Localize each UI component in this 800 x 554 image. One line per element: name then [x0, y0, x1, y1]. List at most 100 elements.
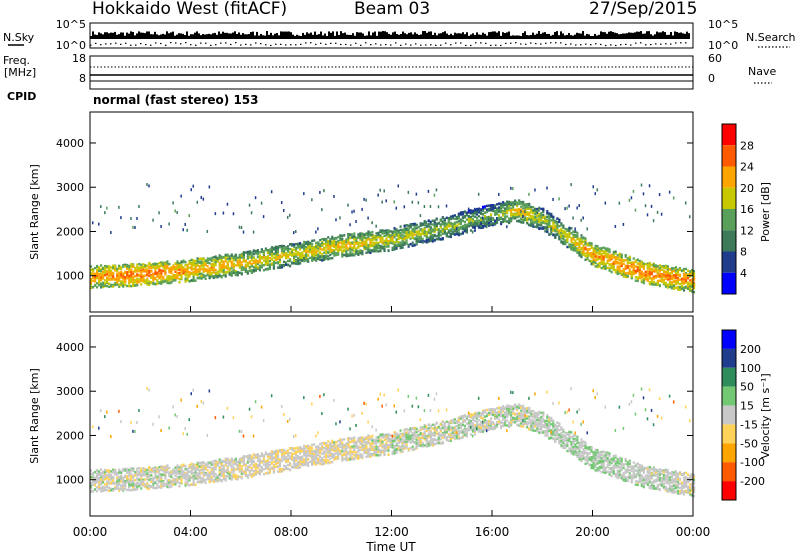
power-cell — [160, 274, 163, 277]
power-cell — [524, 216, 527, 219]
power-cell — [242, 230, 245, 234]
power-cell — [516, 216, 519, 219]
power-cell — [154, 277, 157, 281]
power-cell — [431, 237, 434, 240]
power-cell — [612, 260, 615, 264]
power-cell — [536, 225, 539, 229]
power-cell — [461, 219, 464, 223]
power-cell — [182, 260, 185, 264]
power-cell — [116, 276, 119, 279]
power-cell — [534, 188, 536, 192]
noise-sky-sample — [440, 33, 442, 39]
power-cell — [361, 244, 364, 247]
power-cell — [168, 281, 171, 285]
power-cell — [124, 271, 127, 275]
power-cell — [246, 261, 249, 265]
power-cell — [126, 267, 129, 271]
power-cell — [393, 245, 396, 248]
power-cell — [162, 269, 165, 272]
power-cell — [534, 210, 537, 214]
power-cell — [411, 228, 414, 231]
power-cell — [218, 267, 221, 270]
noise-sky-sample — [420, 34, 422, 39]
velocity-cell — [102, 481, 105, 484]
power-cell — [184, 263, 187, 267]
power-cell — [650, 204, 653, 208]
power-cell — [383, 234, 386, 238]
power-cell — [566, 206, 568, 210]
power-cell — [602, 260, 605, 263]
power-cell — [457, 217, 460, 220]
power-cell — [439, 224, 442, 227]
power-cell — [329, 245, 332, 248]
power-cell — [347, 247, 350, 250]
power-cell — [528, 202, 531, 206]
power-cell — [516, 209, 519, 212]
power-cell — [504, 203, 507, 206]
power-cell — [116, 283, 119, 286]
power-cell — [313, 239, 316, 242]
power-cell — [487, 224, 491, 227]
power-cell — [102, 275, 105, 279]
power-cell — [349, 223, 351, 227]
power-cell — [622, 270, 625, 273]
noise-search-sample — [240, 44, 242, 46]
power-cell — [508, 200, 511, 204]
power-cell — [276, 247, 280, 251]
power-cell — [280, 245, 284, 248]
power-cell — [397, 240, 400, 244]
power-cell — [365, 198, 367, 202]
power-cell — [106, 278, 109, 282]
power-cell — [325, 240, 328, 243]
power-cell — [642, 272, 645, 275]
power-cell — [546, 186, 548, 190]
noise-sky-sample — [152, 34, 154, 39]
power-cell — [186, 268, 189, 272]
power-cell — [506, 215, 509, 218]
power-cell — [295, 246, 298, 249]
noise-search-sample — [325, 43, 327, 45]
power-cell — [479, 225, 483, 228]
power-cell — [443, 232, 446, 235]
power-cell — [325, 249, 328, 252]
power-cell — [254, 267, 257, 270]
power-cell — [297, 262, 300, 266]
power-cell — [672, 267, 675, 270]
power-cell — [688, 275, 692, 278]
power-cell — [172, 275, 175, 278]
power-cell — [268, 259, 271, 263]
power-cell — [272, 261, 276, 264]
power-cell — [367, 236, 370, 239]
velocity-cell — [100, 471, 103, 475]
noise-sky-sample — [606, 33, 608, 39]
power-cell — [632, 272, 635, 276]
power-cell — [266, 263, 269, 267]
power-cell — [405, 228, 408, 232]
power-cell — [333, 252, 336, 255]
power-cell — [552, 225, 555, 228]
power-cell — [148, 274, 151, 278]
power-cell — [520, 218, 523, 221]
noise-search-sample — [150, 44, 152, 46]
power-cell — [152, 281, 155, 285]
power-cell — [594, 261, 597, 264]
power-cell — [405, 227, 408, 230]
power-cell — [280, 252, 284, 255]
power-cell — [371, 241, 374, 244]
power-cell — [220, 263, 223, 266]
noise-sky-sample — [98, 32, 100, 39]
power-cell — [690, 279, 694, 282]
power-cell — [602, 267, 605, 270]
power-cell — [357, 235, 360, 239]
power-cell — [443, 227, 446, 230]
noise-sky-sample — [214, 32, 216, 39]
velocity-cell — [90, 483, 93, 487]
noise-search-sample — [640, 42, 642, 44]
power-cell — [572, 247, 575, 250]
noise-search-sample — [580, 44, 582, 46]
power-cell — [500, 222, 503, 226]
y-tick-label: 3000 — [56, 181, 84, 194]
power-cell — [457, 233, 460, 236]
noise-search-sample — [145, 44, 147, 46]
power-cell — [552, 226, 555, 230]
